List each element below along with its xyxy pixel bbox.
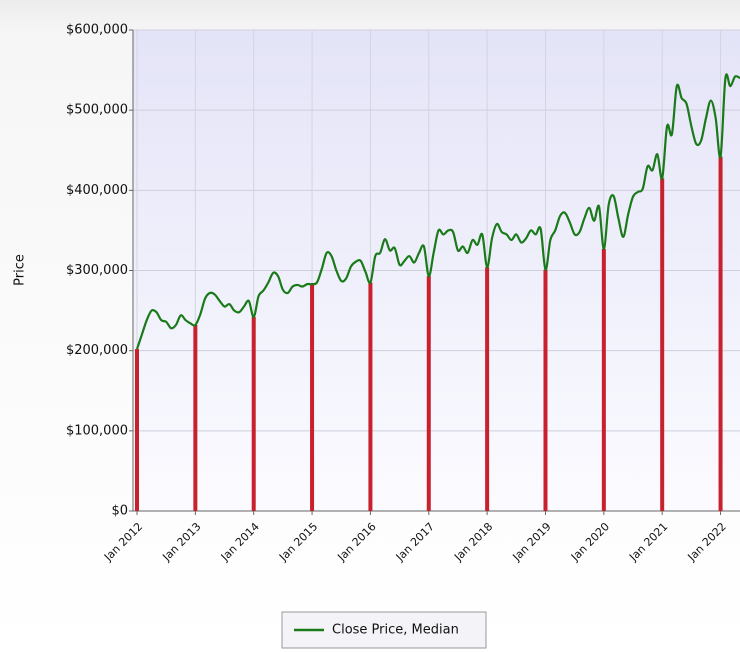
january-bar	[368, 282, 373, 511]
january-bar	[135, 349, 139, 511]
y-tick-label: $300,000	[66, 263, 128, 278]
january-bar	[251, 316, 256, 511]
january-bar	[310, 284, 315, 511]
january-bar	[718, 156, 723, 511]
y-axis-label: Price	[13, 254, 28, 286]
y-tick-label: $600,000	[66, 23, 128, 38]
y-tick-label: $200,000	[66, 343, 128, 358]
y-tick-label: $100,000	[66, 423, 128, 438]
y-tick-label: $0	[111, 504, 128, 519]
y-tick-label: $400,000	[66, 183, 128, 198]
january-bar	[193, 325, 198, 511]
y-tick-label: $500,000	[66, 103, 128, 118]
january-bar	[543, 269, 548, 511]
price-line	[135, 73, 740, 350]
january-bar	[660, 178, 665, 511]
january-bar	[485, 267, 490, 511]
legend: Close Price, Median	[281, 611, 487, 649]
january-bar	[601, 248, 606, 512]
legend-label: Close Price, Median	[332, 623, 459, 638]
january-bar	[426, 276, 431, 511]
